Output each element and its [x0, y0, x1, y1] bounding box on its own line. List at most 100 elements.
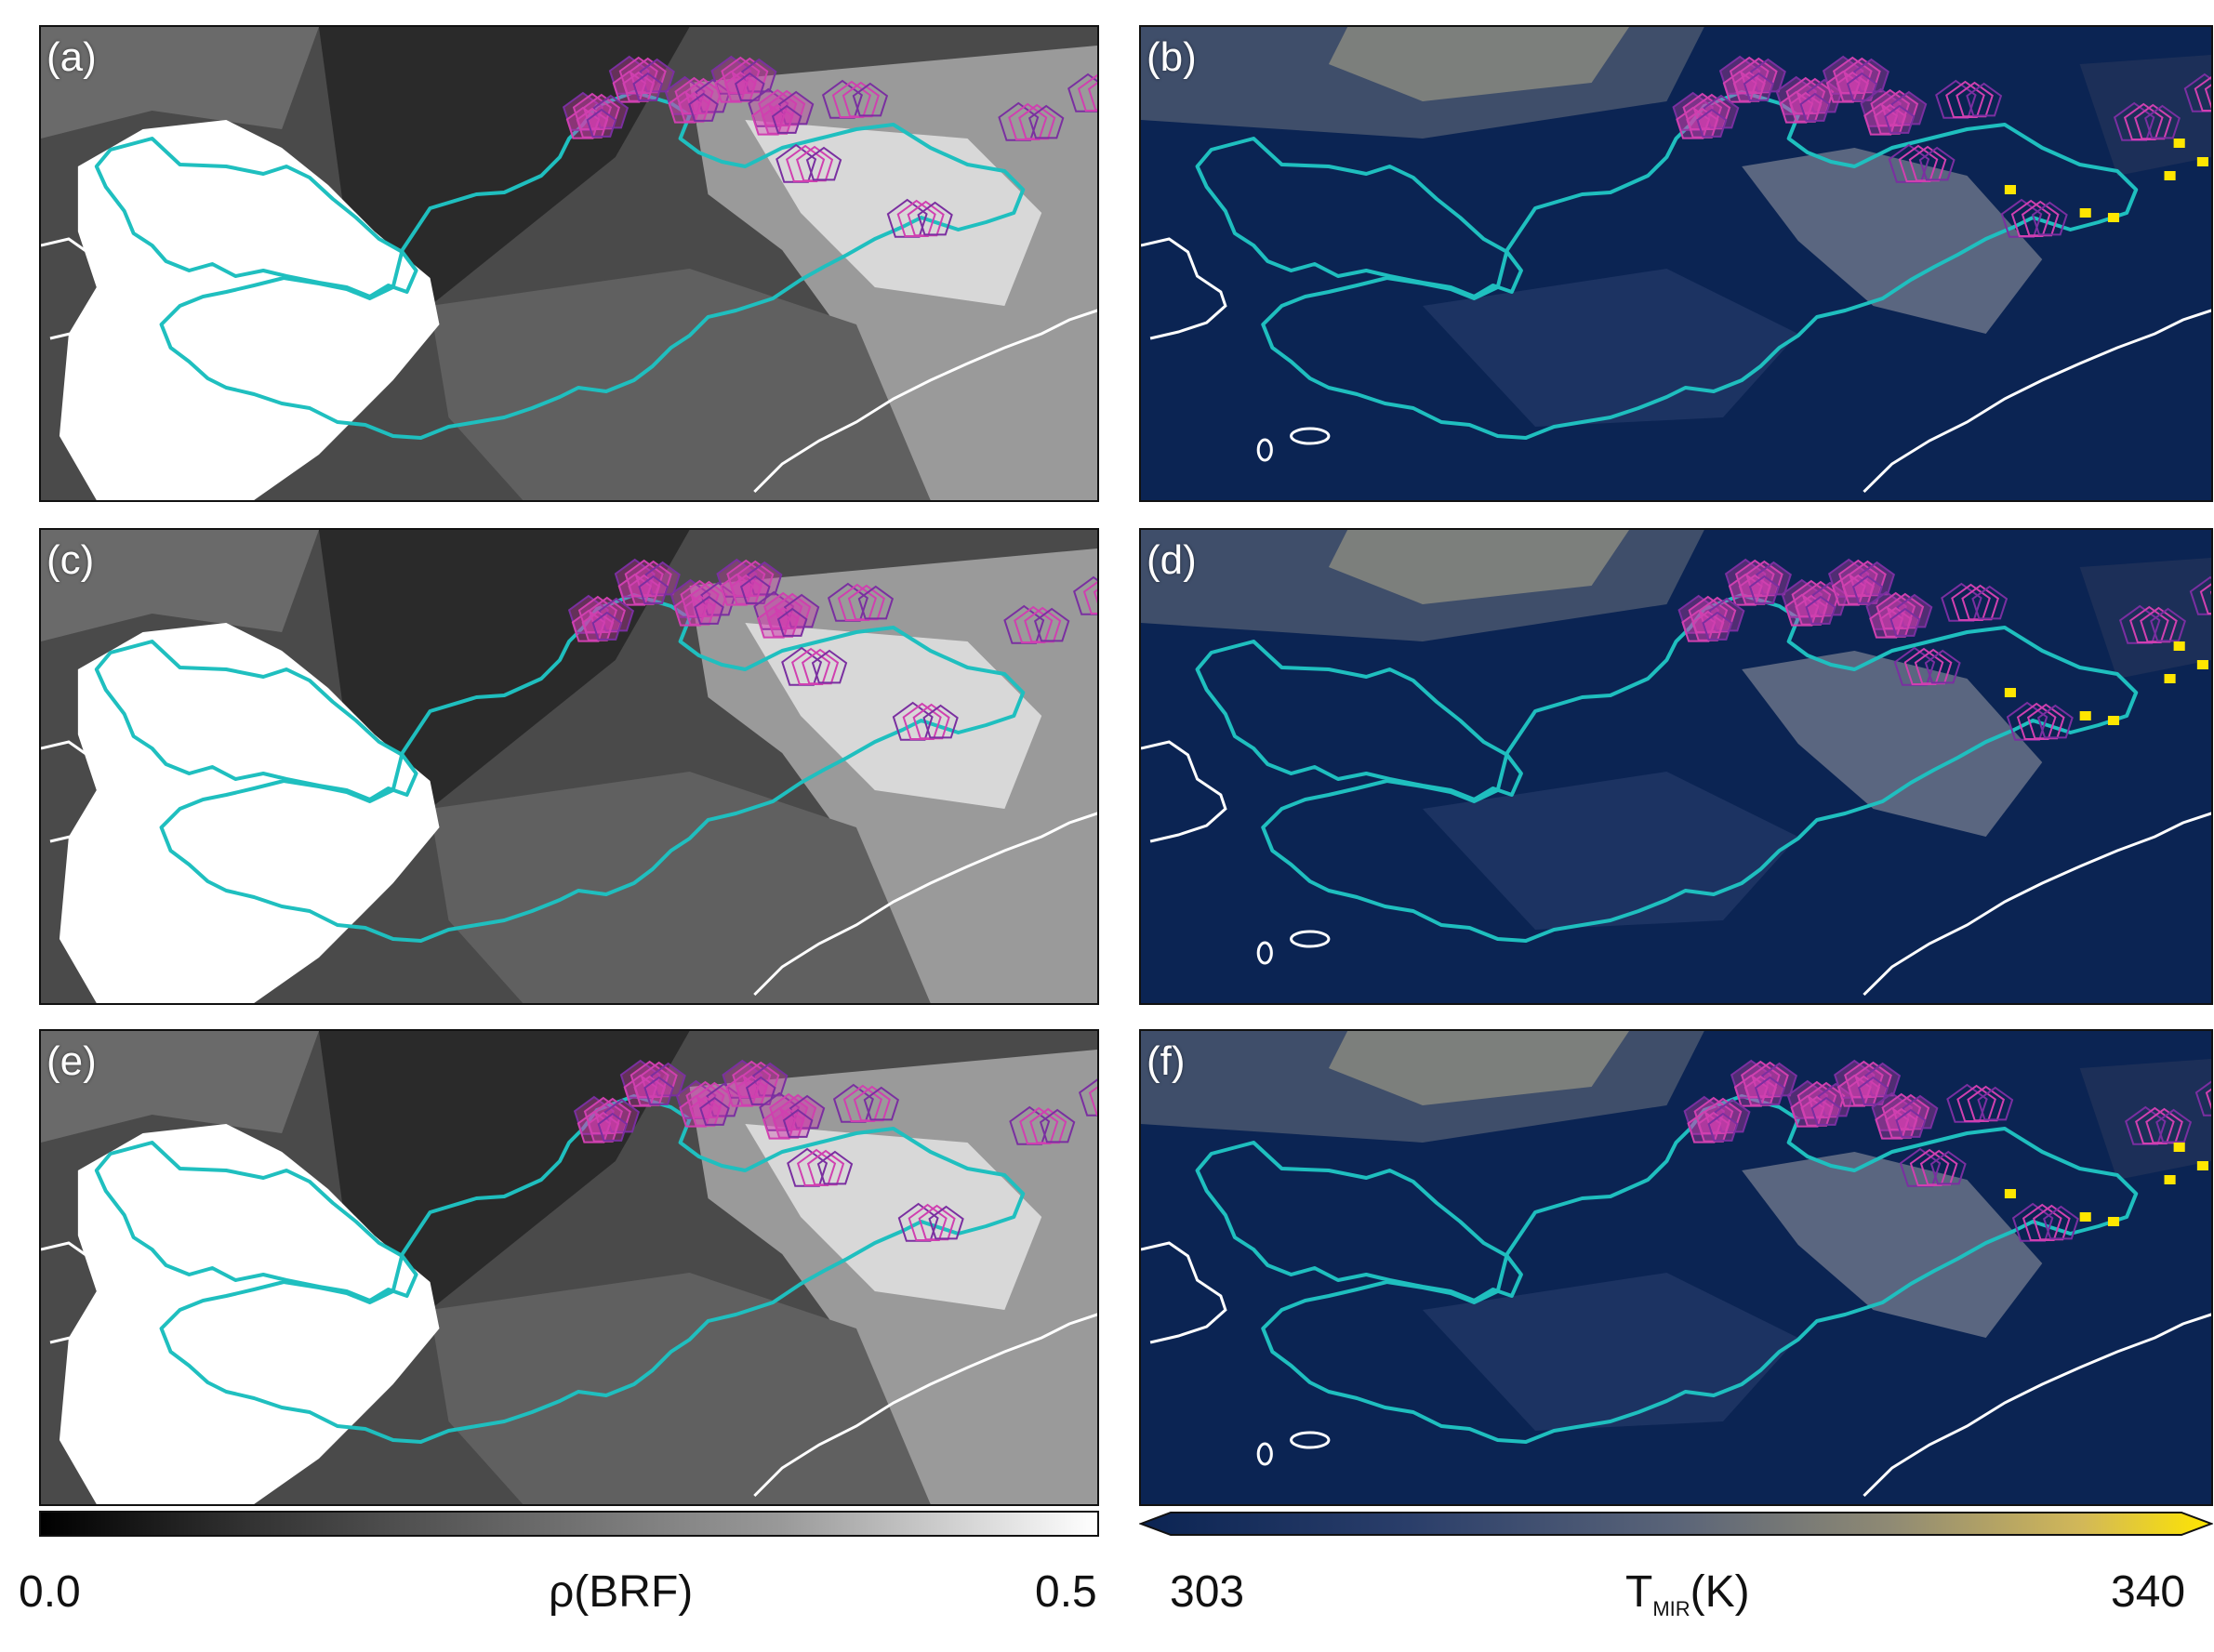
detection-marker	[811, 649, 848, 684]
cloud-texture	[41, 1031, 1097, 1504]
detection-marker	[1811, 581, 1849, 616]
detection-marker	[2150, 607, 2187, 642]
detection-marker	[1806, 78, 1843, 113]
detection-marker	[2204, 84, 2211, 110]
detection-marker	[1859, 561, 1896, 596]
detection-marker	[597, 1112, 629, 1142]
detection-marker	[1851, 575, 1884, 604]
detection-marker	[1087, 82, 1097, 112]
island-outline	[155, 941, 172, 965]
mir-label-unit: (K)	[1690, 1567, 1750, 1617]
detection-marker	[1799, 92, 1831, 122]
cloud-texture	[41, 530, 1097, 1003]
coastline	[1141, 740, 1227, 843]
detection-marker	[1896, 593, 1933, 628]
satellite-image	[41, 1031, 1097, 1504]
reflectance-colorbar	[39, 1511, 1099, 1537]
mir-colorbar-min: 303	[1170, 1567, 1245, 1617]
cloud-texture	[41, 27, 1097, 500]
fire-detections	[1683, 1059, 2211, 1242]
detection-marker	[1761, 1062, 1798, 1097]
island-outline	[1290, 1431, 1331, 1449]
detection-marker	[694, 595, 724, 625]
hot-pixel	[2079, 208, 2091, 218]
panel-d-mir-temperature: (d)	[1139, 528, 2213, 1005]
detection-marker	[734, 72, 765, 101]
coastline	[1141, 1241, 1227, 1344]
detection-marker	[747, 561, 783, 596]
panel-c-reflectance: (c)	[39, 528, 1099, 1005]
cloud-texture	[1141, 27, 2211, 427]
island-outline	[155, 1442, 172, 1466]
hot-pixel	[2173, 1143, 2185, 1152]
reflectance-colorbar-min: 0.0	[19, 1567, 81, 1617]
hot-pixel	[2164, 1175, 2176, 1184]
coastline	[753, 309, 1097, 494]
detection-marker	[1696, 108, 1728, 138]
hot-pixel	[2173, 641, 2185, 651]
panel-label: (d)	[1147, 537, 1197, 583]
detection-marker	[1714, 1098, 1751, 1133]
detection-marker	[1966, 82, 2003, 117]
coastline	[1141, 237, 1227, 340]
detection-marker	[1846, 72, 1877, 101]
hot-pixel	[2107, 1217, 2120, 1226]
detection-marker	[1890, 90, 1928, 126]
detection-marker	[603, 1098, 641, 1133]
detection-marker	[1078, 1078, 1097, 1117]
detection-marker	[2205, 1088, 2211, 1110]
hot-pixel	[2004, 1189, 2016, 1198]
detection-marker	[2042, 1205, 2079, 1240]
panel-label: (f)	[1147, 1038, 1186, 1084]
hot-pixel	[2196, 1161, 2208, 1170]
hot-pixel	[2004, 688, 2016, 697]
hot-pixel	[2107, 213, 2120, 222]
hot-pixel	[2107, 716, 2120, 725]
satellite-image	[1141, 1031, 2211, 1504]
detection-marker	[650, 1062, 686, 1097]
detection-marker	[1077, 73, 1097, 112]
detection-marker	[1039, 1108, 1076, 1143]
satellite-image	[1141, 27, 2211, 500]
panel-label: (e)	[46, 1038, 97, 1084]
detection-marker	[2036, 704, 2074, 739]
detection-marker	[789, 1094, 826, 1130]
hot-pixel	[2079, 1212, 2091, 1222]
detection-marker	[598, 597, 635, 632]
detection-marker	[1895, 1108, 1927, 1138]
island-outline	[1290, 427, 1331, 445]
satellite-image	[41, 27, 1097, 500]
cloud-texture	[1141, 1031, 2211, 1431]
satellite-image	[41, 530, 1097, 1003]
detection-marker	[1924, 649, 1961, 684]
detection-marker	[1708, 597, 1745, 632]
detection-marker	[638, 575, 669, 604]
hot-pixel	[2079, 711, 2091, 720]
detection-marker	[857, 585, 895, 620]
detection-marker	[1702, 611, 1733, 641]
mir-colorbar-graphic	[1138, 1512, 2214, 1536]
detection-marker	[776, 607, 808, 637]
detection-marker	[700, 581, 736, 616]
detection-marker	[928, 1205, 964, 1240]
island-outline	[1256, 1442, 1273, 1466]
detection-marker	[1810, 1096, 1842, 1126]
detection-marker	[591, 611, 623, 641]
detection-marker	[1707, 1112, 1739, 1142]
detection-marker	[592, 94, 630, 129]
detection-marker	[2194, 1080, 2211, 1117]
detection-marker	[1857, 1076, 1889, 1105]
detection-marker	[1929, 1150, 1967, 1185]
hot-pixel	[2164, 674, 2176, 683]
detection-marker	[1748, 575, 1780, 604]
detection-marker	[1817, 1082, 1854, 1117]
island-outline	[1290, 930, 1331, 948]
coastline	[41, 1241, 126, 1344]
detection-marker	[741, 58, 777, 93]
cloud-texture	[1141, 530, 2211, 930]
island-outline	[1256, 438, 1273, 462]
detection-marker	[739, 575, 771, 604]
panel-label: (a)	[46, 34, 97, 80]
hot-pixel	[2173, 139, 2185, 148]
detection-marker	[783, 593, 820, 628]
